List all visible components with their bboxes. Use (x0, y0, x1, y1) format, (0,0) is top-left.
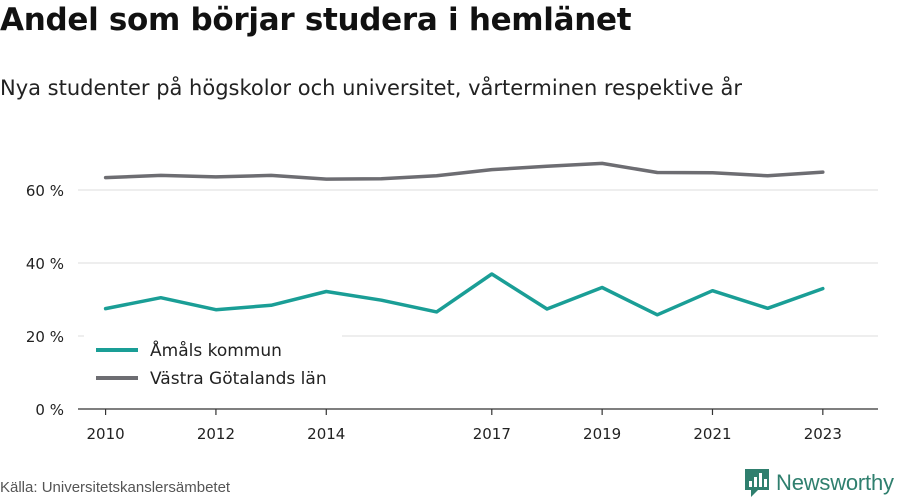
x-tick-label: 2017 (473, 425, 511, 443)
brand-logo: Newsworthy (744, 468, 894, 498)
series-lines (103, 161, 825, 317)
brand-name: Newsworthy (776, 470, 894, 495)
x-tick-label: 2010 (86, 425, 124, 443)
newsworthy-logo-icon (745, 469, 769, 497)
grid-lines (78, 189, 878, 337)
line-chart: 0 % 20 % 40 % 60 % 2010 2012 2014 2017 2019 2021… (26, 161, 878, 443)
chart-title: Andel som börjar studera i hemlänet (0, 2, 632, 38)
x-tick-label: 2014 (307, 425, 345, 443)
x-tick-label: 2023 (804, 425, 842, 443)
y-tick-label: 40 % (26, 255, 64, 273)
legend-label: Västra Götalands län (150, 369, 327, 389)
series-line-1 (103, 161, 825, 181)
source-note: Källa: Universitetskanslersämbetet (0, 479, 231, 496)
legend-label: Åmåls kommun (150, 339, 282, 361)
y-tick-label: 20 % (26, 328, 64, 346)
y-tick-labels: 0 % 20 % 40 % 60 % (26, 182, 64, 419)
y-tick-label: 60 % (26, 182, 64, 200)
legend: Åmåls kommun Västra Götalands län (84, 335, 342, 397)
x-axis: 2010 2012 2014 2017 2019 2021 2023 (78, 408, 878, 443)
y-tick-label: 0 % (35, 401, 64, 419)
chart-subtitle: Nya studenter på högskolor och universit… (0, 76, 742, 100)
x-tick-label: 2019 (583, 425, 621, 443)
legend-background (84, 335, 342, 397)
series-line-0 (103, 272, 825, 317)
x-tick-label: 2012 (197, 425, 235, 443)
x-tick-label: 2021 (693, 425, 731, 443)
